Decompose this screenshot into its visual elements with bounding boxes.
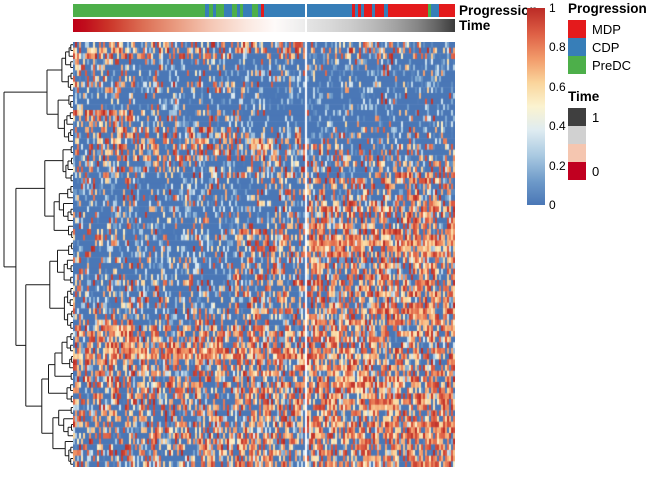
progression-segment-cdp bbox=[355, 4, 358, 17]
progression-segment-cdp bbox=[372, 4, 375, 17]
column-cluster-gap bbox=[305, 4, 307, 17]
legend-item bbox=[568, 144, 599, 162]
time-gradient-right bbox=[307, 19, 455, 32]
row-dendrogram bbox=[3, 44, 73, 465]
colorbar-gradient bbox=[527, 8, 545, 205]
progression-segment-mdp bbox=[358, 4, 361, 17]
legend-item: PreDC bbox=[568, 56, 647, 74]
progression-segment-cdp bbox=[264, 4, 305, 17]
colorbar-tick-label: 0.6 bbox=[549, 79, 566, 94]
legend-swatch bbox=[568, 126, 586, 144]
colorbar-tick-label: 0.4 bbox=[549, 119, 566, 134]
legend-swatch bbox=[568, 20, 586, 38]
progression-segment-cdp bbox=[237, 4, 240, 17]
progression-segment-mdp bbox=[388, 4, 428, 17]
progression-segment-cdp bbox=[205, 4, 209, 17]
progression-segment-cdp bbox=[213, 4, 216, 17]
colorbar-ticks: 1 0.8 0.6 0.4 0.2 0 bbox=[549, 1, 579, 212]
colorbar-tick-label: 0 bbox=[549, 198, 556, 212]
progression-bar-label: Progression bbox=[459, 3, 538, 18]
legend-swatch bbox=[568, 108, 586, 126]
progression-segment-predc bbox=[209, 4, 213, 17]
progression-segment-predc bbox=[428, 4, 431, 17]
colorbar-tick-label: 1 bbox=[549, 1, 556, 15]
legend-swatch bbox=[568, 38, 586, 56]
legend-item: MDP bbox=[568, 20, 647, 38]
legend-label: MDP bbox=[592, 21, 621, 37]
time-annotation-bar bbox=[73, 19, 455, 32]
legend-item: 1 bbox=[568, 108, 599, 126]
time-gradient-left bbox=[73, 19, 305, 32]
progression-segment-predc bbox=[252, 4, 258, 17]
legend-swatch bbox=[568, 56, 586, 74]
progression-segment-mdp bbox=[364, 4, 372, 17]
progression-segment-mdp bbox=[261, 4, 264, 17]
colorbar-tick-label: 0.2 bbox=[549, 158, 566, 173]
legend-item: CDP bbox=[568, 38, 647, 56]
legend-item bbox=[568, 126, 599, 144]
legend-label: 0 bbox=[592, 163, 600, 179]
progression-segment-predc bbox=[240, 4, 243, 17]
legend-swatch bbox=[568, 162, 586, 180]
legend-label: 1 bbox=[592, 109, 600, 125]
progression-legend: Progression MDP CDP PreDC bbox=[568, 1, 647, 74]
column-cluster-gap bbox=[305, 19, 307, 32]
progression-legend-items: MDP CDP PreDC bbox=[568, 20, 647, 74]
progression-segment-predc bbox=[216, 4, 224, 17]
legend-item: 0 bbox=[568, 162, 599, 180]
progression-segment-mdp bbox=[439, 4, 455, 17]
progression-segment-mdp bbox=[375, 4, 384, 17]
dendrogram-lines bbox=[3, 44, 73, 465]
progression-segment-predc bbox=[232, 4, 237, 17]
progression-segment-mdp bbox=[352, 4, 355, 17]
progression-segment-cdp bbox=[431, 4, 439, 17]
progression-segment-predc bbox=[73, 4, 205, 17]
progression-segment-cdp bbox=[258, 4, 261, 17]
legend-swatch bbox=[568, 144, 586, 162]
colorbar-tick-label: 0.8 bbox=[549, 40, 566, 55]
progression-segment-cdp bbox=[307, 4, 352, 17]
heatmap-canvas bbox=[73, 42, 455, 467]
legend-label: PreDC bbox=[592, 57, 632, 73]
progression-segment-cdp bbox=[361, 4, 364, 17]
progression-segment-cdp bbox=[384, 4, 388, 17]
time-bar-label: Time bbox=[459, 18, 491, 33]
time-legend-title: Time bbox=[568, 89, 600, 104]
progression-segment-cdp bbox=[224, 4, 232, 17]
progression-segment-cdp bbox=[243, 4, 252, 17]
legend-label: CDP bbox=[592, 39, 620, 55]
progression-legend-title: Progression bbox=[568, 1, 647, 16]
progression-annotation-bar bbox=[73, 4, 455, 17]
